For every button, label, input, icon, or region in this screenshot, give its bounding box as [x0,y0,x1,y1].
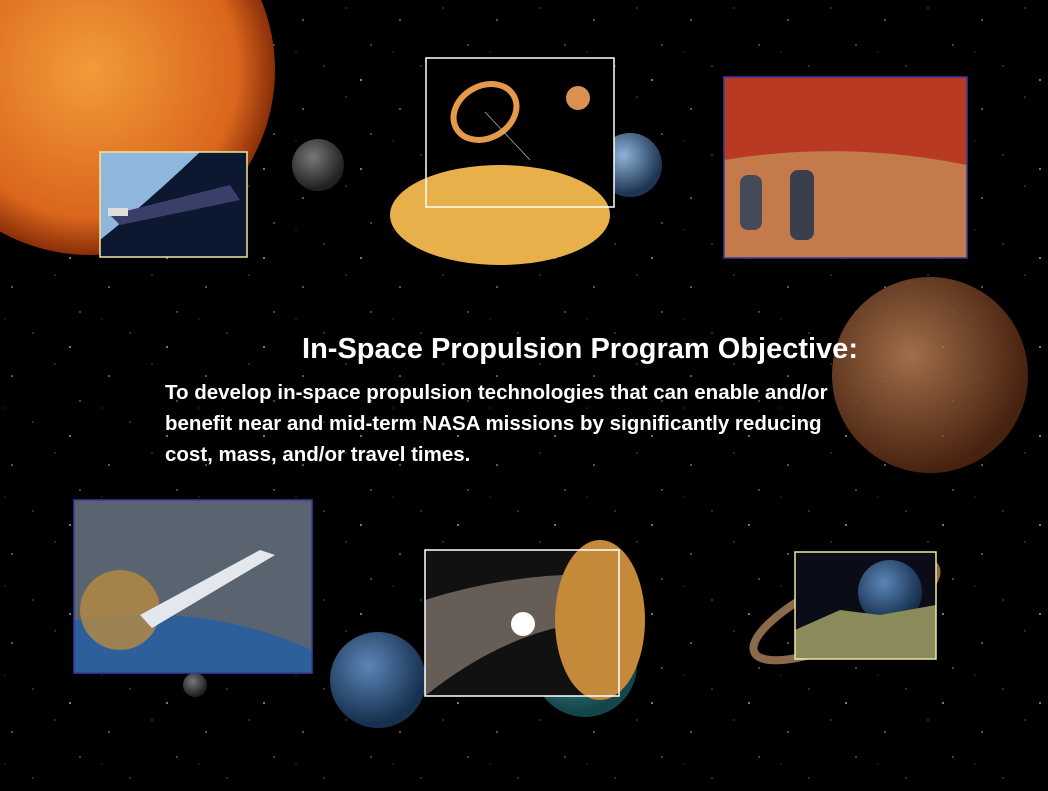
slide-title: In-Space Propulsion Program Objective: [302,333,858,365]
picture-neptune [794,551,937,660]
moon [183,673,207,697]
body-line: cost, mass, and/or travel times. [165,443,470,466]
neptune [330,632,426,728]
picture-spacecraft [99,151,248,258]
mercury [292,139,344,191]
picture-rocket [73,499,313,674]
body-line: To develop in-space propulsion technolog… [165,381,828,404]
picture-solar-sail [390,57,615,265]
picture-saturn [424,540,645,700]
jupiter [832,277,1028,473]
body-line: benefit near and mid-term NASA missions … [165,412,822,435]
picture-mars [723,76,968,259]
